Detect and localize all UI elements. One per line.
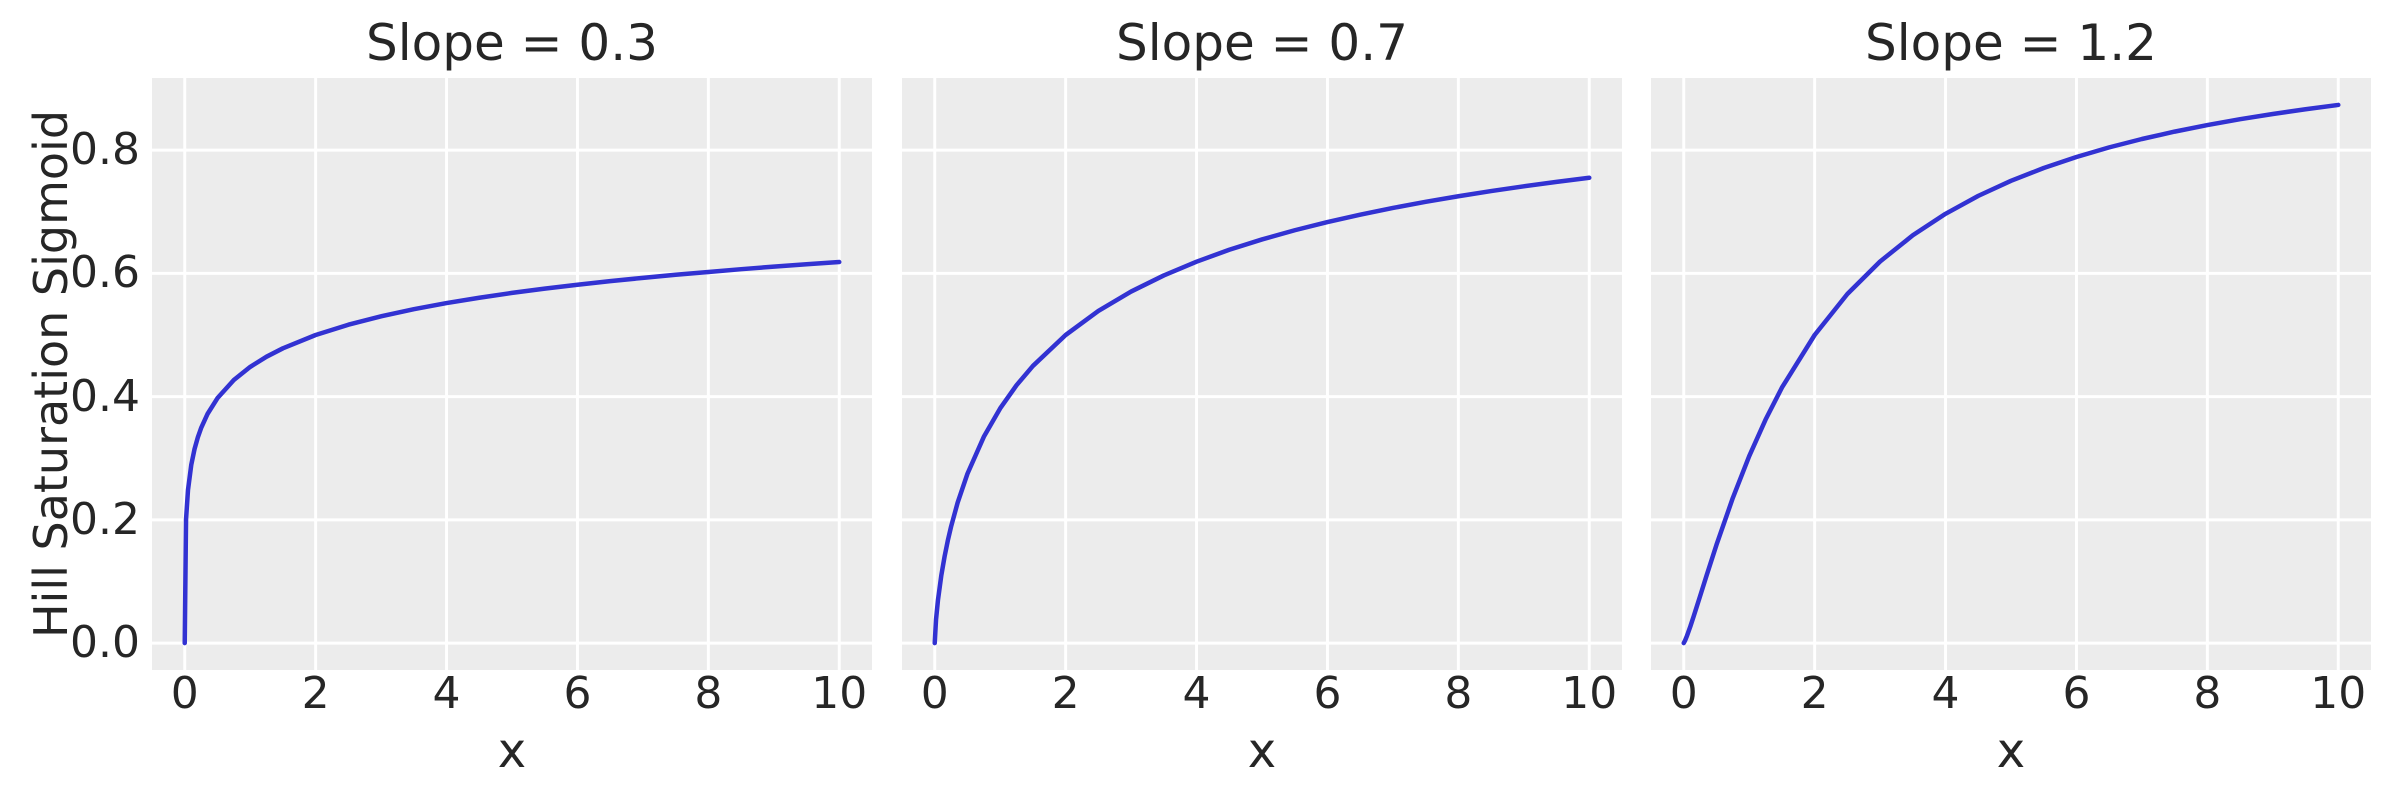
x-tick-label: 0 bbox=[170, 668, 199, 719]
x-tick-label: 6 bbox=[1313, 668, 1342, 719]
subplot-title: Slope = 1.2 bbox=[1865, 14, 2157, 72]
x-tick-label: 2 bbox=[1800, 668, 1829, 719]
x-tick-label: 2 bbox=[1051, 668, 1080, 719]
subplot-slope-0.3: Slope = 0.3 0 2 4 6 8 10 x bbox=[152, 0, 872, 800]
plot-area bbox=[902, 78, 1622, 670]
y-tick-label: 0.2 bbox=[70, 493, 140, 545]
subplot-slope-0.7: Slope = 0.7 0 2 4 6 8 10 x bbox=[902, 0, 1622, 800]
x-tick-label: 8 bbox=[694, 668, 723, 719]
x-tick-label: 2 bbox=[301, 668, 330, 719]
hill-curve bbox=[932, 175, 1592, 646]
y-tick-label: 0.8 bbox=[70, 124, 140, 176]
subplot-title: Slope = 0.3 bbox=[366, 14, 658, 72]
y-tick-label: 0.6 bbox=[70, 247, 140, 299]
hill-curve bbox=[1681, 102, 2341, 646]
x-tick-label: 0 bbox=[1669, 668, 1698, 719]
x-axis-label: x bbox=[497, 723, 527, 779]
x-tick-label: 10 bbox=[1561, 668, 1618, 719]
plot-area bbox=[1651, 78, 2371, 670]
y-tick-label: 0.4 bbox=[70, 370, 140, 422]
x-tick-label: 10 bbox=[811, 668, 868, 719]
x-tick-label: 0 bbox=[920, 668, 949, 719]
plot-background bbox=[902, 78, 1622, 670]
x-tick-label: 8 bbox=[1444, 668, 1473, 719]
x-tick-label: 4 bbox=[1931, 668, 1960, 719]
subplot-slope-1.2: Slope = 1.2 0 2 4 6 8 10 x bbox=[1651, 0, 2371, 800]
plot-background bbox=[152, 78, 872, 670]
x-tick-label: 6 bbox=[563, 668, 592, 719]
x-tick-label: 4 bbox=[1182, 668, 1211, 719]
hill-curve bbox=[182, 259, 842, 646]
x-tick-label: 8 bbox=[2193, 668, 2222, 719]
x-tick-label: 6 bbox=[2062, 668, 2091, 719]
plot-area bbox=[152, 78, 872, 670]
subplot-title: Slope = 0.7 bbox=[1116, 14, 1408, 72]
x-axis-label: x bbox=[1247, 723, 1277, 779]
x-tick-label: 4 bbox=[432, 668, 461, 719]
plot-background bbox=[1651, 78, 2371, 670]
x-tick-label: 10 bbox=[2310, 668, 2367, 719]
y-tick-label: 0.0 bbox=[70, 617, 140, 669]
x-axis-label: x bbox=[1996, 723, 2026, 779]
